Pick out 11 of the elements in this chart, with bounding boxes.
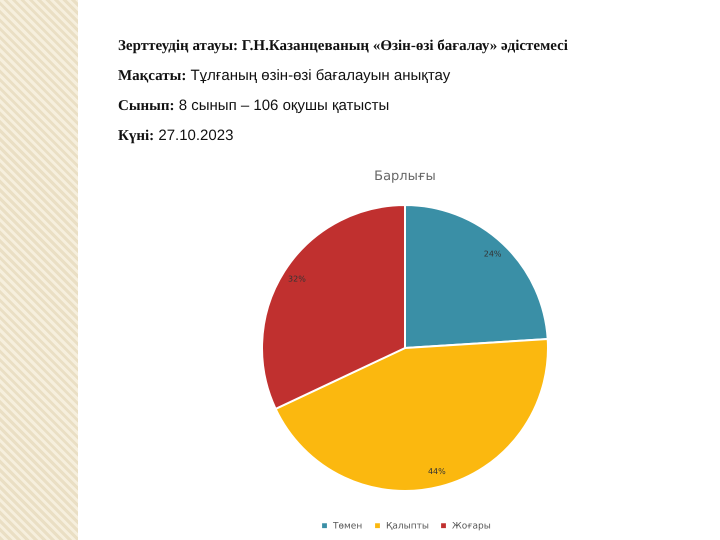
chart-title: Барлығы bbox=[374, 169, 436, 184]
data-label: 24% bbox=[484, 250, 502, 259]
legend-label: Қалыпты bbox=[386, 522, 429, 532]
text: Сынып: 8 сынып – 106 оқушы қатысты bbox=[118, 97, 390, 114]
legend-label: Төмен bbox=[332, 522, 362, 532]
data-label: 32% bbox=[288, 274, 306, 284]
data-label: 44% bbox=[428, 466, 446, 476]
text: Мақсаты: Тұлғаның өзін-өзі бағалауын анықтау bbox=[118, 67, 450, 84]
legend-label: Жоғары bbox=[452, 522, 491, 532]
text: Күні: 27.10.2023 bbox=[118, 127, 234, 144]
text: Зерттеудің атауы: Г.Н.Казанцеваның «Өзін-өзі бағалау» әдістемесі bbox=[118, 38, 568, 54]
